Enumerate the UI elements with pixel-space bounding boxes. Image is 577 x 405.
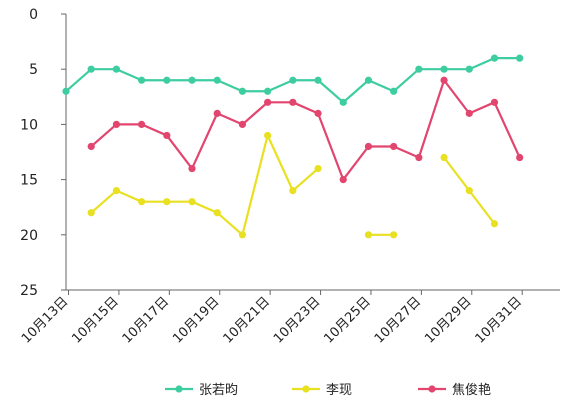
data-point	[238, 231, 247, 239]
data-point	[112, 120, 121, 128]
data-point	[314, 109, 322, 117]
y-tick-label: 10	[20, 117, 38, 133]
x-tick-label: 10月27日	[372, 294, 424, 346]
series-李现	[87, 131, 499, 239]
x-tick-label: 10月15日	[69, 294, 121, 346]
data-point	[264, 131, 272, 140]
data-point	[490, 54, 499, 62]
y-tick-label: 0	[29, 7, 38, 23]
data-point	[289, 76, 297, 84]
data-point	[440, 153, 448, 162]
axes: 0 5 10 15 20 2510月13日10月15日10月17日10月19日10月21日…	[19, 7, 560, 347]
data-point	[188, 198, 196, 206]
data-point	[264, 98, 272, 106]
data-point	[390, 87, 398, 95]
legend-marker	[175, 385, 183, 393]
x-tick-label: 10月17日	[120, 294, 172, 346]
data-point	[465, 187, 473, 195]
data-point	[264, 87, 272, 95]
data-point	[390, 231, 398, 239]
data-point	[516, 153, 524, 162]
y-tick-label: 25	[20, 283, 38, 299]
data-point	[314, 76, 322, 84]
data-point	[440, 76, 448, 84]
data-point	[213, 109, 221, 117]
data-point	[112, 187, 121, 195]
data-point	[465, 65, 473, 73]
series-line	[90, 79, 521, 181]
data-point	[364, 231, 373, 239]
legend-label: 焦俊艳	[452, 382, 491, 398]
data-point	[415, 153, 423, 162]
y-tick-label: 20	[20, 228, 38, 244]
data-point	[188, 164, 196, 173]
x-tick-label: 10月21日	[221, 294, 273, 346]
data-point	[213, 76, 221, 84]
y-tick-label: 5	[29, 62, 38, 78]
data-point	[112, 65, 121, 73]
data-point	[87, 209, 95, 217]
series-焦俊艳	[87, 76, 524, 184]
data-point	[490, 220, 499, 228]
data-point	[314, 164, 322, 173]
data-point	[465, 109, 473, 117]
data-point	[415, 65, 423, 73]
data-point	[163, 198, 171, 206]
legend-marker	[302, 385, 310, 393]
data-point	[364, 76, 373, 84]
data-point	[289, 98, 297, 106]
x-tick-label: 10月19日	[170, 294, 222, 346]
data-point	[87, 65, 95, 73]
data-point	[440, 65, 448, 73]
x-tick-label: 10月29日	[422, 294, 474, 346]
legend: 张若昀 李现 焦俊艳	[165, 382, 491, 398]
data-point	[516, 54, 524, 62]
x-tick-label: 10月13日	[19, 294, 71, 346]
data-point	[289, 187, 297, 195]
data-point	[138, 198, 146, 206]
series-张若昀	[62, 54, 524, 106]
data-point	[163, 76, 171, 84]
data-point	[238, 120, 247, 128]
data-point	[213, 209, 221, 217]
data-point	[238, 87, 247, 95]
x-tick-label: 10月31日	[473, 294, 525, 346]
data-point	[339, 98, 347, 106]
data-point	[163, 131, 171, 140]
x-tick-label: 10月25日	[321, 294, 373, 346]
data-point	[188, 76, 196, 84]
data-point	[62, 87, 70, 95]
data-point	[490, 98, 499, 106]
series-line	[90, 134, 319, 236]
legend-label: 李现	[326, 383, 352, 398]
data-point	[390, 142, 398, 151]
x-tick-label: 10月23日	[271, 294, 323, 346]
data-point	[339, 176, 347, 184]
data-point	[364, 142, 373, 151]
y-tick-label: 15	[20, 173, 38, 189]
legend-label: 张若昀	[199, 382, 238, 398]
data-point	[138, 76, 146, 84]
legend-marker	[428, 385, 436, 393]
data-point	[87, 142, 95, 151]
data-point	[138, 120, 146, 128]
series-layer	[62, 54, 524, 239]
